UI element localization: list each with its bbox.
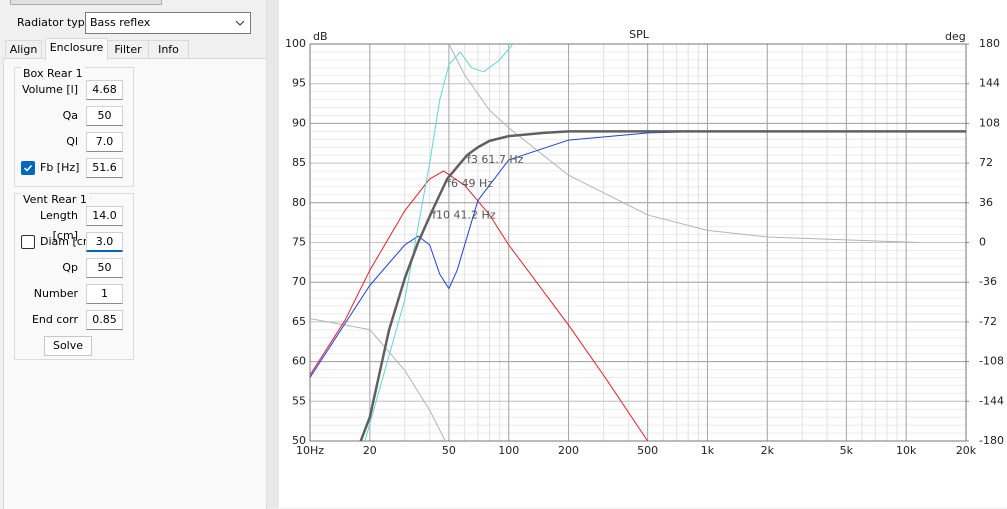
group-title: Vent Rear 1 bbox=[21, 193, 89, 206]
x-tick-label: 200 bbox=[558, 444, 579, 457]
field-label: Ql bbox=[66, 135, 78, 148]
scrollbar[interactable] bbox=[266, 0, 279, 508]
y2-tick-label: 108 bbox=[979, 116, 1000, 129]
curve bbox=[359, 130, 966, 441]
chart-background bbox=[279, 0, 1007, 508]
x-tick-label: 1k bbox=[701, 444, 715, 457]
solve-button[interactable]: Solve bbox=[44, 336, 92, 356]
text-input[interactable]: 14.0 bbox=[86, 206, 123, 226]
select[interactable]: Bass reflex bbox=[85, 12, 251, 34]
text-input[interactable]: 4.68 bbox=[86, 80, 123, 100]
chart-title: SPL bbox=[629, 28, 650, 41]
y2-tick-label: -72 bbox=[979, 315, 997, 328]
y2-tick-label: -180 bbox=[979, 434, 1004, 447]
checkbox[interactable] bbox=[21, 161, 35, 175]
y-tick-label: 60 bbox=[292, 355, 306, 368]
group-box: Vent Rear 1 bbox=[14, 193, 134, 360]
field-label: Length [cm] bbox=[40, 209, 78, 242]
x-tick-label: 10Hz bbox=[296, 444, 324, 457]
curve bbox=[310, 130, 966, 378]
group-title: Box Rear 1 bbox=[21, 67, 85, 80]
tab[interactable]: Filter bbox=[107, 40, 149, 59]
y2-tick-label: 72 bbox=[979, 156, 993, 169]
x-tick-label: 100 bbox=[498, 444, 519, 457]
check-mark bbox=[23, 164, 33, 172]
tab-page: Box Rear 1 Vent Rear 1 Solve Volume [l] 4… bbox=[3, 58, 267, 509]
x-tick-label: 2k bbox=[761, 444, 775, 457]
y2-tick-label: -108 bbox=[979, 355, 1004, 368]
field-label: Diam [cm] bbox=[40, 235, 98, 248]
y2-tick-label: 144 bbox=[979, 77, 1000, 90]
annotation: f6 49 Hz bbox=[447, 177, 493, 190]
tab[interactable]: Info bbox=[148, 40, 189, 59]
side-panel: Radiator type Bass reflex Align Enclosure… bbox=[0, 0, 267, 509]
y-tick-label: 85 bbox=[292, 156, 306, 169]
annotation: f3 61.7 Hz bbox=[467, 153, 524, 166]
y-tick-label: 50 bbox=[292, 434, 306, 447]
y2-axis-label: deg bbox=[945, 30, 966, 43]
annotation: f10 41.2 Hz bbox=[432, 209, 496, 222]
text-input[interactable]: 0.85 bbox=[86, 310, 123, 330]
field-label: Number bbox=[33, 287, 78, 300]
group-box: Box Rear 1 bbox=[14, 67, 134, 187]
text-input[interactable]: 3.0 bbox=[86, 232, 123, 252]
y-tick-label: 65 bbox=[292, 315, 306, 328]
dropdown-arrow bbox=[235, 20, 245, 26]
curve bbox=[448, 44, 920, 243]
text-input[interactable]: 50 bbox=[86, 258, 123, 278]
y2-tick-label: 36 bbox=[979, 196, 993, 209]
x-tick-label: 20k bbox=[956, 444, 977, 457]
chart: 50 55 60 65 70 75 80 85 90 95 100 -180 -144 -108 -72 -3… bbox=[279, 0, 1007, 508]
curve bbox=[310, 170, 649, 441]
field-label: Qa bbox=[62, 109, 78, 122]
plot-area bbox=[310, 44, 966, 441]
field-label: Volume [l] bbox=[21, 83, 78, 96]
tab[interactable]: Align bbox=[5, 40, 42, 59]
y2-tick-label: -36 bbox=[979, 275, 997, 288]
y-tick-label: 100 bbox=[285, 37, 306, 50]
y-tick-label: 55 bbox=[292, 394, 306, 407]
text-input[interactable]: 51.6 bbox=[86, 158, 123, 178]
field-label: End corr bbox=[31, 313, 78, 326]
curve bbox=[310, 318, 446, 441]
tab[interactable]: Enclosure bbox=[45, 38, 108, 60]
text-input[interactable]: 7.0 bbox=[86, 132, 123, 152]
plot-frame bbox=[309, 43, 967, 442]
checkbox[interactable] bbox=[21, 235, 35, 249]
button-edge[interactable] bbox=[10, 0, 162, 5]
curve bbox=[364, 44, 514, 441]
x-tick-label: 10k bbox=[896, 444, 917, 457]
select-value: Bass reflex bbox=[90, 16, 151, 29]
y-tick-label: 80 bbox=[292, 196, 306, 209]
y-axis-label: dB bbox=[313, 30, 328, 43]
y-tick-label: 75 bbox=[292, 236, 306, 249]
y-tick-label: 90 bbox=[292, 116, 306, 129]
label: Radiator type bbox=[17, 16, 92, 29]
y2-tick-label: 0 bbox=[979, 236, 986, 249]
x-tick-label: 50 bbox=[442, 444, 456, 457]
field-label: Qp bbox=[62, 261, 78, 274]
x-tick-label: 5k bbox=[840, 444, 854, 457]
text-input[interactable]: 1 bbox=[86, 284, 123, 304]
y-tick-label: 95 bbox=[292, 77, 306, 90]
y-tick-label: 70 bbox=[292, 275, 306, 288]
y2-tick-label: -144 bbox=[979, 394, 1004, 407]
x-tick-label: 500 bbox=[637, 444, 658, 457]
x-tick-label: 20 bbox=[363, 444, 377, 457]
y2-tick-label: 180 bbox=[979, 37, 1000, 50]
text-input[interactable]: 50 bbox=[86, 106, 123, 126]
field-label: Fb [Hz] bbox=[40, 161, 80, 174]
